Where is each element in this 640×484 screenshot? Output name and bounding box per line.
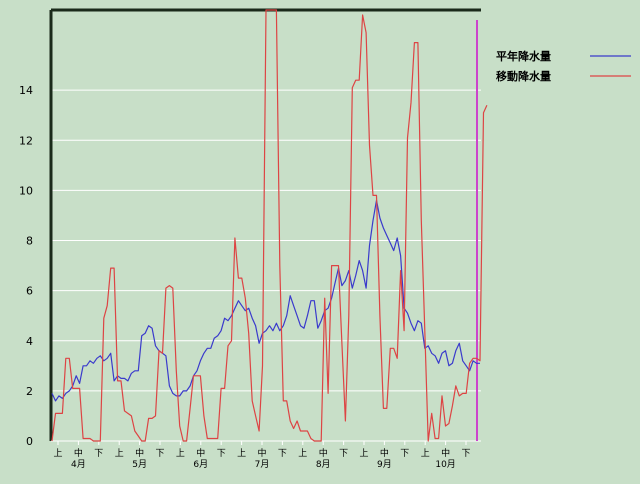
y-tick-label: 4	[26, 335, 33, 348]
series-line-1	[51, 9, 488, 442]
x-tick-label: 上	[237, 448, 246, 459]
axis-layer	[49, 8, 481, 445]
grid-layer	[51, 89, 481, 392]
y-tick-label: 8	[26, 235, 33, 248]
x-tick-label: 上	[359, 448, 368, 459]
x-tick-label: 上	[115, 448, 124, 459]
x-tick-label: 下	[461, 449, 470, 459]
x-month-label: 6月	[193, 459, 208, 470]
x-tick-label: 中	[135, 447, 144, 459]
x-tick-label: 上	[421, 448, 430, 459]
x-month-label: 7月	[255, 459, 270, 470]
x-tick-label: 中	[74, 447, 83, 459]
x-tick-label: 下	[278, 449, 287, 459]
x-tick-label: 中	[257, 447, 266, 459]
legend-label: 移動降水量	[496, 69, 551, 83]
x-tick-label: 上	[298, 448, 307, 459]
x-tick-label: 上	[176, 448, 185, 459]
y-tick-label: 2	[26, 385, 33, 398]
x-month-label: 5月	[132, 459, 147, 470]
x-tick-label: 下	[400, 449, 409, 459]
x-tick-label: 中	[196, 447, 205, 459]
x-tick-label: 上	[53, 448, 62, 459]
x-month-label: 4月	[71, 459, 86, 470]
label-layer: 02468101214上中下上中下上中下上中下上中下上中下上中下4月 5月 6月 7月…	[19, 84, 471, 470]
y-tick-label: 6	[26, 285, 33, 298]
x-tick-label: 中	[441, 447, 450, 459]
series-layer	[51, 9, 488, 442]
y-tick-label: 0	[26, 435, 33, 448]
x-tick-label: 中	[380, 447, 389, 459]
y-tick-label: 12	[19, 134, 33, 147]
x-tick-label: 下	[94, 449, 103, 459]
x-tick-label: 下	[217, 449, 226, 459]
x-tick-label: 中	[319, 447, 328, 459]
y-tick-label: 14	[19, 84, 33, 97]
legend-label: 平年降水量	[496, 49, 551, 63]
series-line-0	[51, 199, 480, 402]
x-month-label: 10月	[435, 459, 455, 470]
x-month-label: 9月	[377, 459, 392, 470]
x-month-label: 8月	[316, 459, 331, 470]
x-tick-label: 下	[155, 449, 164, 459]
x-tick-label: 下	[339, 449, 348, 459]
y-tick-label: 10	[19, 184, 33, 197]
